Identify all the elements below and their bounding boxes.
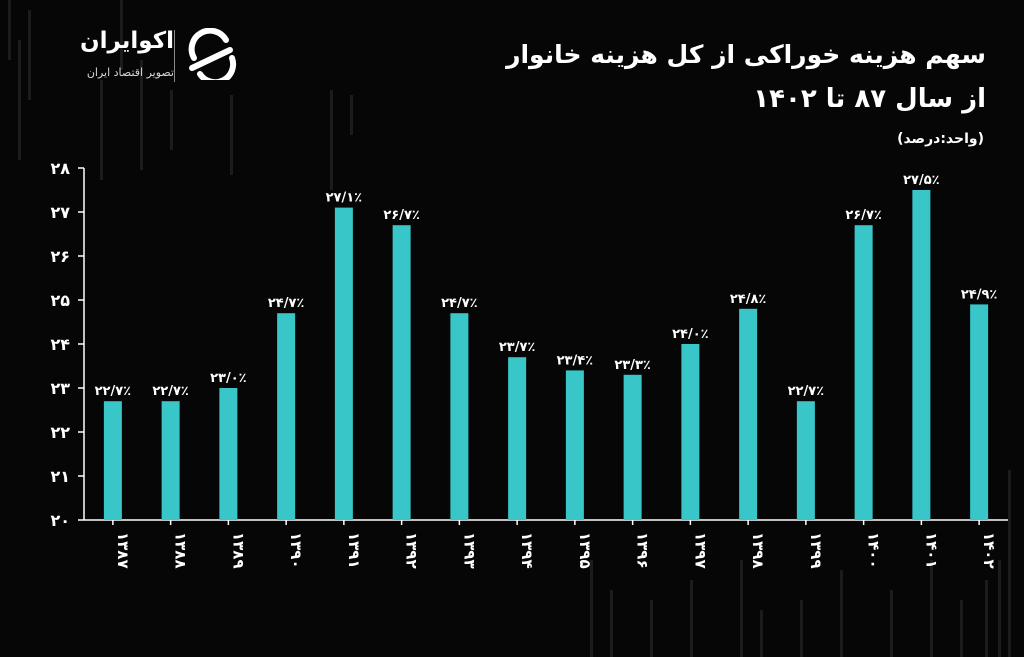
bar-value-label: ۲۶/۷٪ — [383, 208, 420, 223]
chart-subtitle: از سال ۸۷ تا ۱۴۰۲ — [753, 84, 986, 114]
bar — [334, 207, 353, 520]
x-category-label: ۱۳۸۹ — [229, 532, 247, 569]
logo-divider — [174, 30, 175, 82]
bar-value-label: ۲۴/۰٪ — [672, 327, 709, 342]
bar — [681, 344, 700, 520]
bar-value-label: ۲۲/۷٪ — [152, 384, 189, 399]
x-category-label: ۱۳۹۵ — [576, 532, 594, 569]
x-category-label: ۱۳۹۸ — [749, 532, 767, 569]
brand-mark-icon — [188, 28, 237, 80]
x-category-label: ۱۳۸۸ — [172, 532, 190, 569]
x-category-label: ۱۳۸۷ — [114, 532, 132, 569]
brand-tagline: تصویر اقتصاد ایران — [86, 66, 174, 79]
bar — [450, 313, 469, 520]
bar — [103, 401, 122, 520]
x-category-label: ۱۳۹۷ — [691, 532, 709, 569]
y-tick-label: ۲۴ — [50, 335, 70, 354]
brand-logo: اکوایران تصویر اقتصاد ایران — [28, 26, 238, 88]
bar — [854, 225, 873, 520]
bar-value-label: ۲۳/۰٪ — [210, 371, 247, 386]
bar-value-label: ۲۷/۱٪ — [326, 191, 363, 206]
bar — [970, 304, 989, 520]
y-tick-label: ۲۳ — [50, 379, 70, 398]
unit-label: (واحد:درصد) — [897, 131, 984, 147]
bar-value-label: ۲۲/۷٪ — [95, 384, 132, 399]
bar-value-label: ۲۶/۷٪ — [845, 208, 882, 223]
bar-value-label: ۲۳/۴٪ — [557, 353, 594, 368]
bar — [392, 225, 411, 520]
chart-title: سهم هزینه خوراکی از کل هزینه خانوار — [506, 40, 986, 69]
x-category-label: ۱۳۹۴ — [518, 532, 536, 569]
bar — [912, 190, 931, 520]
x-category-label: ۱۳۹۰ — [287, 532, 305, 569]
y-tick-label: ۲۱ — [50, 467, 70, 486]
bar — [277, 313, 296, 520]
bar — [508, 357, 527, 520]
x-category-label: ۱۴۰۱ — [922, 532, 940, 569]
bar-value-label: ۲۴/۹٪ — [961, 287, 998, 302]
bar — [161, 401, 180, 520]
bar-value-label: ۲۲/۷٪ — [788, 384, 825, 399]
x-category-label: ۱۴۰۲ — [980, 532, 998, 569]
x-category-label: ۱۴۰۰ — [865, 532, 883, 569]
bar-value-label: ۲۷/۵٪ — [903, 173, 940, 188]
bar-value-label: ۲۳/۳٪ — [614, 358, 651, 373]
x-category-label: ۱۳۹۹ — [807, 532, 825, 569]
x-category-label: ۱۳۹۳ — [460, 532, 478, 569]
x-category-label: ۱۳۹۶ — [634, 532, 652, 569]
bar-value-label: ۲۴/۸٪ — [730, 292, 767, 307]
y-tick-label: ۲۶ — [50, 247, 70, 266]
bar-value-label: ۲۳/۷٪ — [499, 340, 536, 355]
bar — [796, 401, 815, 520]
bar-value-label: ۲۴/۷٪ — [268, 296, 305, 311]
bar — [739, 308, 758, 520]
x-category-label: ۱۳۹۲ — [403, 532, 421, 569]
x-category-label: ۱۳۹۱ — [345, 532, 363, 569]
y-tick-label: ۲۰ — [50, 511, 70, 530]
y-tick-label: ۲۷ — [50, 203, 70, 222]
bar-value-label: ۲۴/۷٪ — [441, 296, 478, 311]
y-tick-label: ۲۸ — [50, 159, 70, 178]
bar — [219, 388, 238, 520]
bar — [623, 374, 642, 520]
brand-name: اکوایران — [79, 28, 174, 54]
y-tick-label: ۲۵ — [50, 291, 70, 310]
bar — [565, 370, 584, 520]
y-tick-label: ۲۲ — [50, 423, 70, 442]
